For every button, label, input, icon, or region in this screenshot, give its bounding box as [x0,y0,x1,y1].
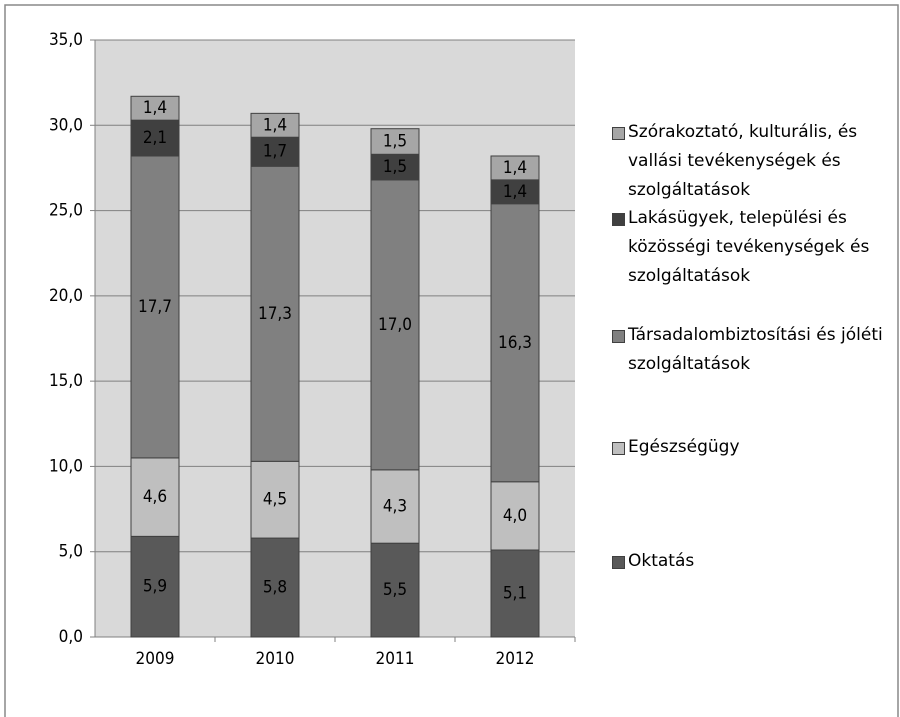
legend-label: Egészségügy [628,437,740,457]
y-tick-label: 0,0 [59,627,83,647]
value-label: 16,3 [498,333,532,353]
bar-segment [250,136,300,167]
value-label: 5,5 [383,580,407,600]
legend-item: Oktatás [612,547,892,576]
bar-segment [250,112,300,138]
legend-label: Szórakoztató, kulturális, és vallási tev… [628,122,858,200]
bar-segment [250,165,300,462]
legend-swatch [612,442,625,455]
bar-segment [370,153,420,181]
y-tick-label: 35,0 [49,30,83,50]
bar-segment [130,95,180,121]
y-tick-label: 5,0 [59,542,83,562]
legend-swatch [612,127,625,140]
bar-segment [130,457,180,537]
value-label: 17,0 [378,315,412,335]
bar-segment [130,119,180,157]
bar-segment [370,128,420,155]
y-tick-label: 30,0 [49,115,83,135]
value-label: 1,5 [383,157,407,177]
legend-label: Társadalombiztosítási és jóléti szolgált… [628,325,883,374]
value-label: 4,5 [263,490,287,510]
legend-label: Oktatás [628,551,695,571]
value-label: 1,5 [383,131,407,151]
legend-item: Szórakoztató, kulturális, és vallási tev… [612,118,892,205]
value-label: 1,4 [503,182,527,202]
value-label: 4,0 [503,506,527,526]
legend-swatch [612,330,625,343]
x-tick-label: 2011 [376,649,415,669]
bar-segment [130,155,180,459]
legend-swatch [612,213,625,226]
value-label: 2,1 [143,128,167,148]
bar-segment [130,535,180,638]
bar-segment [370,542,420,638]
bar-segment [490,203,540,483]
value-label: 1,4 [263,115,287,135]
bar-segment [250,537,300,638]
value-label: 4,3 [383,497,407,517]
value-label: 17,3 [258,304,292,324]
value-label: 17,7 [138,297,172,317]
bar-segment [490,155,540,181]
y-tick-label: 15,0 [49,371,83,391]
x-tick-label: 2010 [256,649,295,669]
chart-border [4,4,899,717]
bar-segment [250,460,300,539]
legend-item: Lakásügyek, települési és közösségi tevé… [612,204,892,291]
value-label: 5,8 [263,578,287,598]
bar-segment [370,469,420,544]
legend-item: Társadalombiztosítási és jóléti szolgált… [612,321,892,379]
legend-item: Egészségügy [612,433,892,462]
y-tick-label: 20,0 [49,286,83,306]
legend-swatch [612,556,625,569]
legend-label: Lakásügyek, települési és közösségi tevé… [628,208,870,286]
value-label: 4,6 [143,487,167,507]
value-label: 1,4 [143,98,167,118]
y-tick-label: 25,0 [49,201,83,221]
y-tick-label: 10,0 [49,456,83,476]
bar-segment [490,481,540,551]
value-label: 5,9 [143,577,167,597]
value-label: 1,4 [503,158,527,178]
value-label: 1,7 [263,142,287,162]
x-tick-label: 2012 [496,649,535,669]
bar-segment [490,549,540,638]
x-tick-label: 2009 [136,649,175,669]
value-label: 5,1 [503,584,527,604]
